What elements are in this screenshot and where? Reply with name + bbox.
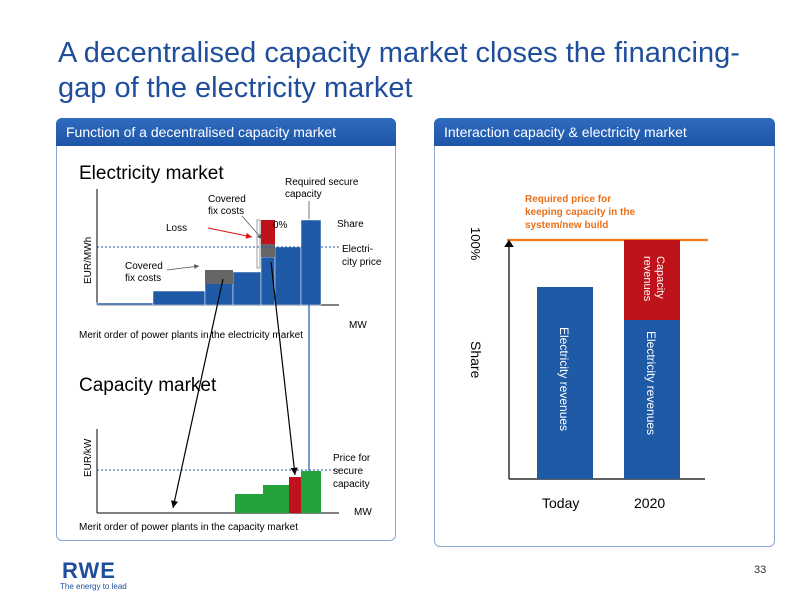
covered-fix-costs-left-pointer [166, 264, 200, 271]
loss-pointer [207, 227, 253, 239]
required-price-label-3: system/new build [525, 220, 608, 231]
2020-capacity-label-1: Capacity [654, 256, 666, 299]
link-arrow-right [270, 261, 298, 476]
category-2020: 2020 [634, 495, 665, 511]
function-panel-heading: Function of a decentralised capacity mar… [56, 118, 396, 146]
interaction-chart: Required price for keeping capacity in t… [468, 194, 708, 511]
2020-electricity-label: Electricity revenues [644, 331, 658, 435]
rwe-tagline: The energy to lead [60, 582, 127, 591]
covered-fix-costs-left-1: Covered [125, 261, 163, 272]
zero-percent-label: 0% [273, 220, 288, 231]
2020-electricity-bar [624, 320, 680, 479]
slide-title: A decentralised capacity market closes t… [58, 37, 740, 104]
required-secure-capacity-label-2: capacity [285, 189, 322, 200]
function-panel: Function of a decentralised capacity mar… [56, 118, 396, 541]
merit-order-step-4 [232, 271, 262, 306]
electricity-market-title: Electricity market [79, 163, 224, 184]
electricity-y-axis-label: EUR/MWh [83, 237, 94, 284]
merit-order-step-2 [152, 290, 206, 306]
capacity-step-2 [263, 485, 289, 513]
merit-order-step-1 [96, 302, 154, 306]
covered-fix-costs-left-2: fix costs [125, 273, 161, 284]
capacity-y-axis-label: EUR/kW [83, 438, 94, 477]
capacity-step-1 [235, 494, 263, 513]
brace [256, 219, 261, 269]
category-today: Today [542, 495, 579, 511]
merit-order-step-3 [204, 282, 234, 306]
interaction-panel: Interaction capacity & electricity marke… [434, 118, 775, 547]
covered-fix-costs-top-2: fix costs [208, 206, 244, 217]
today-electricity-label: Electricity revenues [557, 327, 571, 431]
electricity-caption: Merit order of power plants in the elect… [79, 330, 303, 341]
covered-fix-costs-top-pointer [241, 215, 263, 240]
covered-fix-costs-block-left [205, 270, 233, 284]
required-secure-capacity-label-1: Required secure [285, 177, 359, 188]
required-price-label-1: Required price for [525, 194, 611, 205]
capacity-step-3 [301, 471, 321, 513]
y-label-share: Share [468, 341, 484, 379]
electricity-price-label-2: city price [342, 257, 382, 268]
price-secure-capacity-3: capacity [333, 479, 370, 490]
rwe-logo: RWE The energy to lead [60, 556, 130, 594]
covered-fix-costs-top-1: Covered [208, 194, 246, 205]
capacity-step-red [289, 477, 301, 513]
y-label-100-percent: 100% [468, 227, 483, 261]
capacity-market-title: Capacity market [79, 375, 217, 396]
loss-block [261, 220, 275, 244]
capacity-caption: Merit order of power plants in the capac… [79, 522, 298, 533]
price-secure-capacity-1: Price for [333, 453, 371, 464]
today-electricity-bar [537, 287, 593, 479]
merit-order-step-6 [274, 246, 302, 306]
capacity-x-axis-label: MW [354, 507, 372, 518]
2020-capacity-label-2: revenues [641, 256, 653, 302]
interaction-panel-heading: Interaction capacity & electricity marke… [434, 118, 775, 146]
share-label: Share [337, 219, 364, 230]
required-price-label-2: keeping capacity in the [525, 207, 635, 218]
rwe-logo-text: RWE [62, 558, 116, 583]
2020-capacity-bar [624, 240, 680, 320]
price-secure-capacity-2: secure [333, 466, 363, 477]
loss-label: Loss [166, 223, 187, 234]
page-number: 33 [754, 564, 767, 576]
electricity-x-axis-label: MW [349, 320, 367, 331]
link-arrow-left [171, 278, 224, 509]
decentralised-market-diagram: Electricity market EUR/MWh MW Required s… [79, 163, 382, 533]
electricity-price-label-1: Electri- [342, 244, 373, 255]
merit-order-step-7 [300, 219, 322, 306]
